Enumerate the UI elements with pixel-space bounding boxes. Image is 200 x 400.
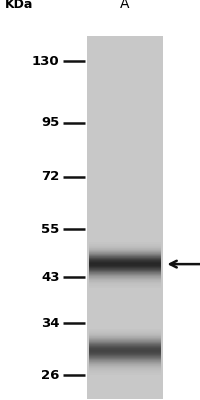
Text: A: A: [120, 0, 129, 11]
Text: 26: 26: [41, 369, 59, 382]
Text: KDa: KDa: [5, 0, 33, 11]
Text: 34: 34: [41, 316, 59, 330]
Bar: [87, 36, 162, 399]
Text: 43: 43: [41, 271, 59, 284]
Text: 130: 130: [32, 55, 59, 68]
Text: 55: 55: [41, 223, 59, 236]
Text: 72: 72: [41, 170, 59, 183]
Text: 95: 95: [41, 116, 59, 129]
